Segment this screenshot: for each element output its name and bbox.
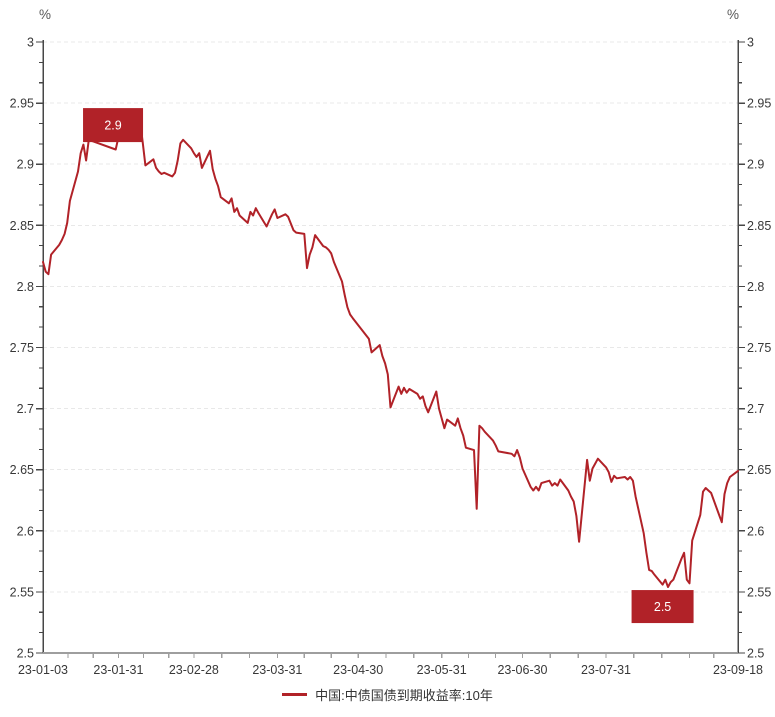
x-axis-tick-label: 23-07-31 bbox=[581, 663, 631, 677]
x-axis-tick-label: 23-09-18 bbox=[713, 663, 763, 677]
y-axis-tick-label: 2.6 bbox=[747, 524, 764, 538]
x-axis-tick-label: 23-06-30 bbox=[497, 663, 547, 677]
y-axis-unit-right: % bbox=[727, 7, 740, 22]
y-axis-tick-label: 2.9 bbox=[747, 158, 764, 172]
x-axis-tick-label: 23-02-28 bbox=[169, 663, 219, 677]
y-axis-tick-label: 2.5 bbox=[17, 647, 34, 661]
y-axis-tick-label: 2.85 bbox=[10, 219, 34, 233]
y-axis-tick-label: 2.85 bbox=[747, 219, 771, 233]
legend-line-swatch bbox=[282, 693, 308, 696]
yield-line-series bbox=[42, 120, 739, 588]
y-axis-tick-label: 2.75 bbox=[747, 341, 771, 355]
x-axis-tick-label: 23-01-03 bbox=[18, 663, 68, 677]
y-axis-tick-label: 2.65 bbox=[747, 463, 771, 477]
x-axis-tick-label: 23-01-31 bbox=[93, 663, 143, 677]
x-axis-tick-label: 23-05-31 bbox=[417, 663, 467, 677]
y-axis-tick-label: 2.55 bbox=[10, 585, 34, 599]
annotation-box bbox=[83, 108, 144, 143]
y-axis-tick-label: 2.7 bbox=[747, 402, 764, 416]
x-axis-tick-label: 23-03-31 bbox=[252, 663, 302, 677]
y-axis-tick-label: 2.75 bbox=[10, 341, 34, 355]
y-axis-tick-label: 2.6 bbox=[17, 524, 34, 538]
y-axis-tick-label: 3 bbox=[747, 36, 754, 50]
y-axis-tick-label: 2.95 bbox=[747, 97, 771, 111]
y-axis-unit-left: % bbox=[39, 7, 52, 22]
y-axis-tick-label: 2.95 bbox=[10, 97, 34, 111]
y-axis-tick-label: 2.65 bbox=[10, 463, 34, 477]
y-axis-tick-label: 2.8 bbox=[17, 280, 34, 294]
x-axis-tick-label: 23-04-30 bbox=[333, 663, 383, 677]
y-axis-tick-label: 2.55 bbox=[747, 585, 771, 599]
y-axis-tick-label: 3 bbox=[27, 36, 34, 50]
annotation-box bbox=[631, 590, 694, 624]
y-axis-tick-label: 2.8 bbox=[747, 280, 764, 294]
y-axis-tick-label: 2.9 bbox=[17, 158, 34, 172]
legend: 中国:中债国债到期收益率:10年 bbox=[0, 685, 775, 704]
legend-label: 中国:中债国债到期收益率:10年 bbox=[315, 688, 493, 703]
annotation-value-label: 2.9 bbox=[104, 119, 121, 133]
y-axis-tick-label: 2.7 bbox=[17, 402, 34, 416]
annotation-value-label: 2.5 bbox=[654, 600, 671, 614]
y-axis-tick-label: 2.5 bbox=[747, 647, 764, 661]
